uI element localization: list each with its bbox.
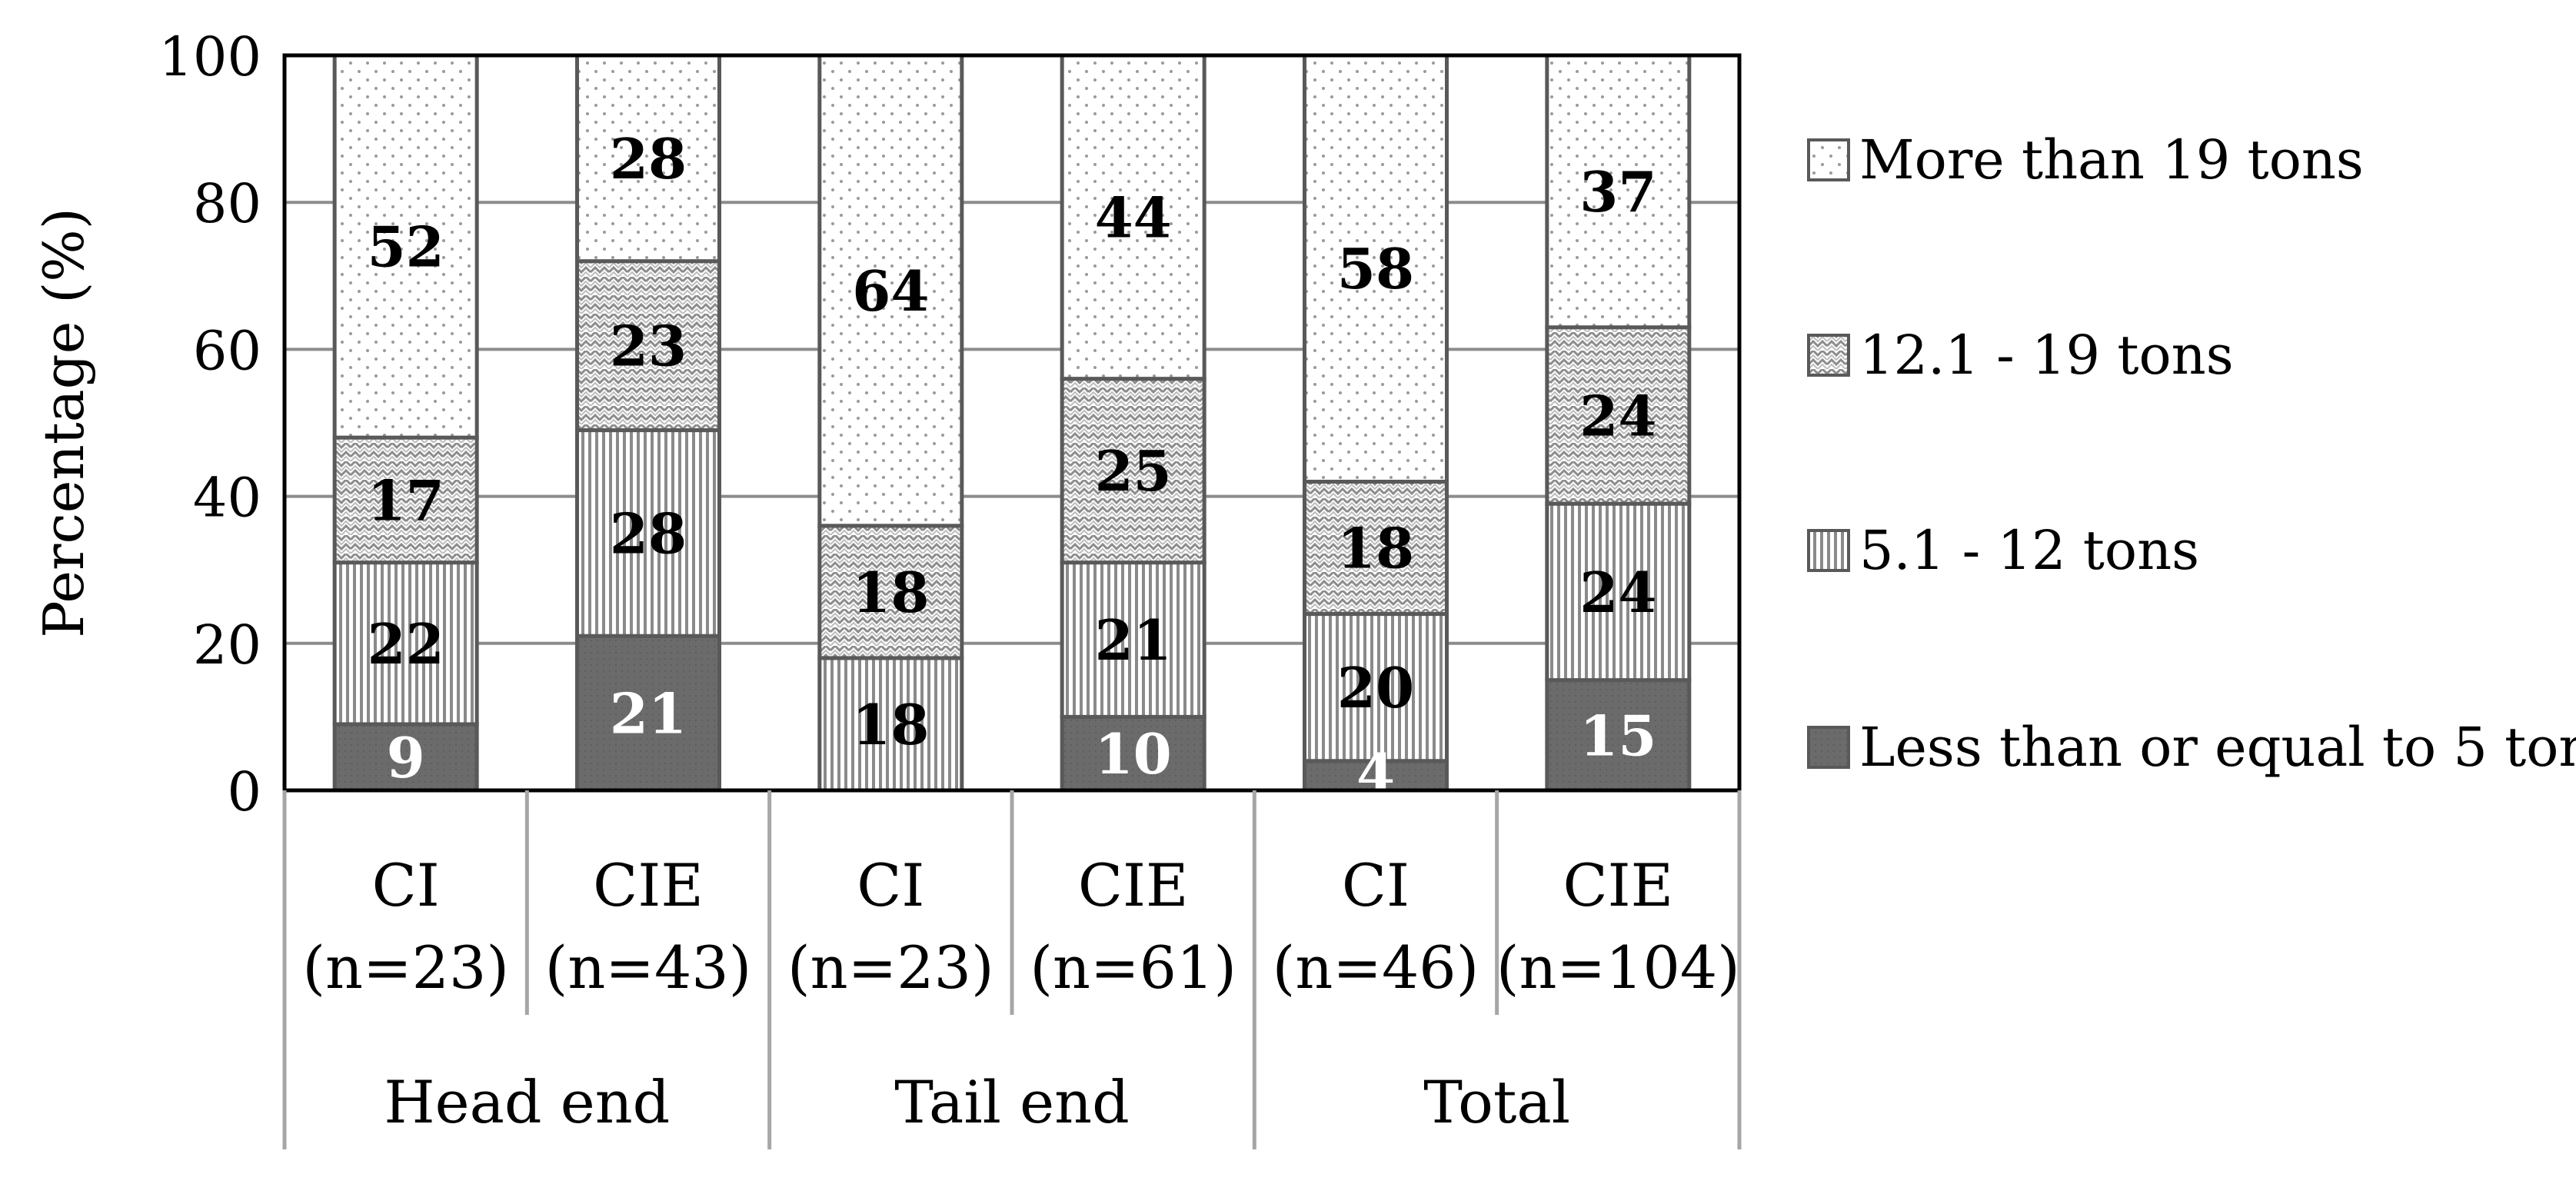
y-tick-label: 40: [193, 467, 261, 530]
bar-segment: [817, 53, 964, 528]
data-label: 17: [368, 467, 444, 533]
data-label: 28: [610, 501, 687, 566]
y-tick-label: 100: [158, 25, 261, 88]
data-label: 23: [610, 314, 687, 379]
data-label: 21: [1095, 607, 1172, 673]
legend-swatch: [1807, 138, 1850, 181]
data-label: 15: [1579, 703, 1656, 768]
bar-segment: [575, 428, 721, 638]
y-tick-label: 80: [193, 172, 261, 235]
data-label: 20: [1337, 655, 1414, 720]
data-label: 24: [1579, 560, 1656, 625]
legend-label: Less than or equal to 5 tons: [1859, 716, 2576, 779]
bar-segment: [1303, 612, 1449, 763]
data-label: 18: [852, 692, 929, 757]
data-labels: 9221752212823281818641021254442018581524…: [368, 126, 1657, 807]
x-tick-sublabel: (n=23): [787, 933, 994, 1002]
x-tick-label: CI: [1342, 851, 1409, 920]
bar-segment: [1303, 53, 1449, 484]
bar-segment: [332, 53, 479, 440]
x-group-label: Tail end: [894, 1068, 1129, 1136]
y-tick-label: 20: [193, 614, 261, 677]
legend: More than 19 tons 12.1 - 19 tons 5.1 - 12 …: [1807, 128, 2576, 779]
data-label: 24: [1579, 383, 1656, 448]
data-label: 18: [852, 560, 929, 625]
x-tick-label: CIE: [593, 851, 704, 920]
data-label: 18: [1337, 516, 1414, 581]
bars: [332, 53, 1692, 793]
y-axis-title: Percentage (%): [32, 208, 96, 638]
y-tick-label: 0: [227, 760, 261, 823]
data-label: 44: [1095, 185, 1172, 250]
data-label: 10: [1095, 721, 1172, 787]
x-group-label: Total: [1423, 1068, 1570, 1136]
plot-frame: [282, 53, 1742, 793]
data-label: 25: [1095, 438, 1172, 504]
bar-segment: [575, 634, 721, 793]
bar-segment: [575, 259, 721, 433]
x-tick-sublabel: (n=104): [1496, 933, 1740, 1002]
bar-segment: [817, 656, 964, 793]
x-tick-label: CIE: [1078, 851, 1189, 920]
gridlines: [285, 201, 1739, 645]
bar-segment: [575, 53, 721, 264]
data-label: 64: [852, 258, 929, 324]
x-tick-sublabel: (n=43): [545, 933, 752, 1002]
legend-label: 5.1 - 12 tons: [1859, 519, 2199, 582]
data-label: 58: [1337, 236, 1414, 301]
data-label: 22: [368, 611, 444, 677]
x-tick-label: CIE: [1563, 851, 1674, 920]
x-tick-label: CI: [857, 851, 924, 920]
bar-segment: [332, 722, 479, 793]
data-label: 4: [1356, 741, 1395, 807]
legend-swatch: [1807, 529, 1850, 572]
data-label: 21: [610, 681, 687, 747]
legend-label: More than 19 tons: [1859, 128, 2364, 191]
x-tick-label: CI: [372, 851, 440, 920]
data-label: 9: [387, 725, 425, 790]
data-label: 28: [610, 126, 687, 191]
bar-segment: [1545, 501, 1692, 683]
bar-segment: [1545, 325, 1692, 506]
x-tick-sublabel: (n=23): [302, 933, 509, 1002]
legend-swatch: [1807, 726, 1850, 769]
legend-label: 12.1 - 19 tons: [1859, 324, 2234, 387]
y-tick-label: 60: [193, 319, 261, 382]
axes: 0 20 40 60 80 100 Percentage (%) CI (n=23) CIE (n=…: [32, 25, 1742, 1149]
data-label: 37: [1579, 159, 1656, 224]
x-tick-sublabel: (n=46): [1273, 933, 1479, 1002]
legend-swatch: [1807, 334, 1850, 377]
bar-segment: [332, 560, 479, 727]
x-group-label: Head end: [384, 1068, 670, 1136]
data-label: 52: [368, 215, 444, 280]
x-tick-sublabel: (n=61): [1030, 933, 1236, 1002]
bar-segment: [1060, 53, 1206, 381]
bar-segment: [1060, 560, 1206, 719]
bar-segment: [1303, 479, 1449, 617]
